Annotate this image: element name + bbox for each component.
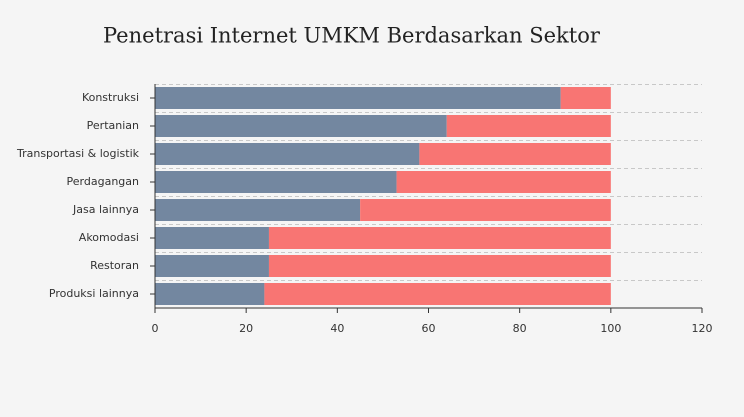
bar-segment — [264, 283, 611, 305]
y-tick-label: Restoran — [90, 259, 139, 272]
y-tick-label: Produksi lainnya — [49, 287, 139, 300]
x-tick-label: 20 — [239, 322, 253, 335]
bar-segment — [155, 227, 269, 249]
bar-segment — [396, 171, 611, 193]
y-tick-label: Jasa lainnya — [72, 203, 139, 216]
x-tick-label: 40 — [330, 322, 344, 335]
x-tick-label: 0 — [152, 322, 159, 335]
bar-segment — [155, 283, 265, 305]
bar-segment — [155, 115, 447, 137]
bar-segment — [155, 199, 361, 221]
y-tick-label: Perdagangan — [67, 175, 139, 188]
bar-segment — [155, 143, 420, 165]
y-tick-label: Pertanian — [87, 119, 139, 132]
bar-segment — [268, 227, 611, 249]
bar-segment — [268, 255, 611, 277]
bar-segment — [155, 87, 561, 109]
y-tick-label: Konstruksi — [82, 91, 139, 104]
chart-title: Penetrasi Internet UMKM Berdasarkan Sekt… — [103, 24, 601, 48]
bar-segment — [419, 143, 611, 165]
y-tick-label: Transportasi & logistik — [16, 147, 140, 160]
y-tick-label: Akomodasi — [79, 231, 139, 244]
x-tick-label: 120 — [692, 322, 713, 335]
bar-segment — [560, 87, 611, 109]
x-tick-label: 80 — [513, 322, 527, 335]
bar-segment — [446, 115, 611, 137]
bar-segment — [155, 255, 269, 277]
x-tick-label: 60 — [422, 322, 436, 335]
x-tick-label: 100 — [600, 322, 621, 335]
bar-segment — [155, 171, 397, 193]
bar-segment — [360, 199, 611, 221]
